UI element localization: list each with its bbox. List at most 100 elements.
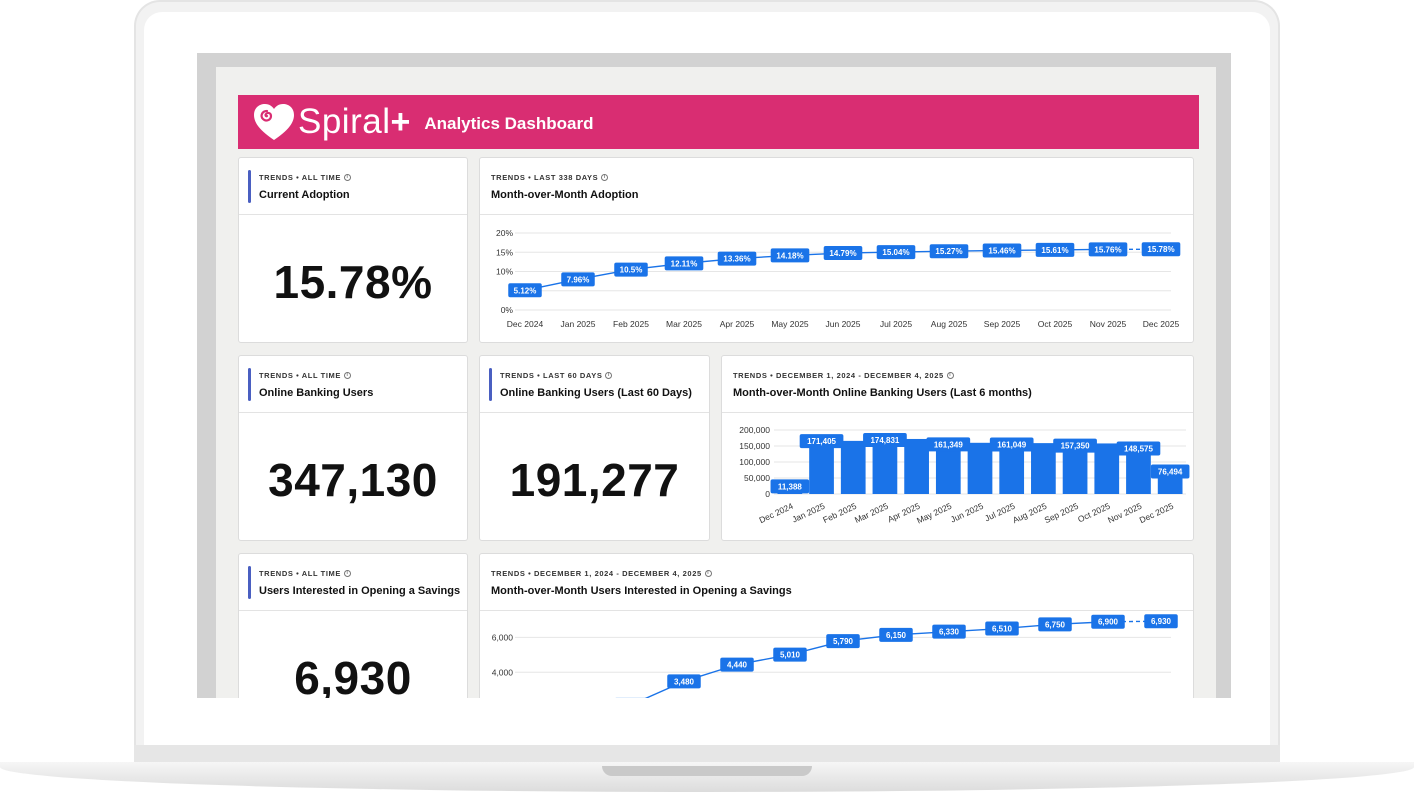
y-tick-label: 15% bbox=[496, 247, 513, 257]
data-label: 3,480 bbox=[674, 677, 695, 686]
data-label: 6,330 bbox=[939, 628, 960, 637]
y-tick-label: 150,000 bbox=[739, 441, 770, 451]
data-label: 148,575 bbox=[1124, 444, 1153, 453]
data-label-bg bbox=[799, 434, 844, 449]
y-tick-label: 50,000 bbox=[744, 473, 770, 483]
y-tick-label: 4,000 bbox=[492, 667, 514, 677]
x-tick-label: Sep 2025 bbox=[984, 319, 1021, 329]
page-title: Analytics Dashboard bbox=[424, 114, 594, 133]
data-label-bg bbox=[1038, 617, 1072, 632]
data-label: 12.11% bbox=[671, 259, 698, 268]
bar bbox=[872, 438, 898, 494]
y-tick-label: 20% bbox=[496, 228, 513, 238]
info-icon[interactable]: i bbox=[344, 570, 351, 577]
card-title: Online Banking Users bbox=[259, 387, 374, 399]
card-header: TRENDS • LAST 60 DAYS i Online Banking Us… bbox=[480, 356, 709, 413]
x-tick-label: Jan 2025 bbox=[790, 501, 826, 525]
data-label: 15.76% bbox=[1094, 245, 1121, 254]
card-kicker: TRENDS • ALL TIME bbox=[259, 173, 341, 182]
kpi-value: 347,130 bbox=[268, 454, 438, 506]
bar bbox=[840, 440, 866, 494]
data-label: 11,388 bbox=[778, 482, 803, 491]
kpi-value: 15.78% bbox=[273, 256, 433, 308]
accent-bar bbox=[489, 368, 492, 401]
card-kicker: TRENDS • DECEMBER 1, 2024 - DECEMBER 4, … bbox=[733, 371, 944, 380]
x-tick-label: Jan 2025 bbox=[561, 319, 596, 329]
card-kicker: TRENDS • LAST 338 DAYS bbox=[491, 173, 599, 182]
data-label: 15.78% bbox=[1147, 245, 1174, 254]
data-label: 6,930 bbox=[1151, 617, 1172, 626]
accent-bar bbox=[248, 566, 251, 599]
laptop-screen: Spiral + Analytics Dashboard TRENDS • AL… bbox=[197, 53, 1231, 698]
current-adoption-card: TRENDS • ALL TIME i Current Adoption 15.7… bbox=[238, 157, 468, 343]
x-tick-label: May 2025 bbox=[771, 319, 809, 329]
data-label-bg bbox=[667, 674, 701, 689]
data-label: 13.36% bbox=[723, 255, 750, 264]
card-header: TRENDS • ALL TIME i Current Adoption bbox=[239, 158, 467, 215]
online-banking-card: TRENDS • ALL TIME i Online Banking Users … bbox=[238, 355, 468, 541]
x-tick-label: Aug 2025 bbox=[1011, 501, 1048, 526]
data-label-bg bbox=[561, 272, 595, 287]
bar bbox=[967, 442, 993, 494]
data-label-bg bbox=[1088, 242, 1128, 257]
card-header: TRENDS • LAST 338 DAYS i Month-over-Month… bbox=[480, 158, 1193, 215]
data-label: 14.18% bbox=[776, 251, 803, 260]
card-title: Month-over-Month Online Banking Users (L… bbox=[733, 387, 1032, 399]
data-label-bg bbox=[863, 433, 907, 448]
info-icon[interactable]: i bbox=[605, 372, 613, 379]
x-tick-label: Feb 2025 bbox=[821, 501, 858, 525]
data-label: 5,790 bbox=[833, 637, 854, 646]
card-header: TRENDS • ALL TIME i Online Banking Users bbox=[239, 356, 467, 413]
mom-online-banking-card: TRENDS • DECEMBER 1, 2024 - DECEMBER 4, … bbox=[721, 355, 1194, 541]
data-label-bg bbox=[1053, 438, 1097, 453]
data-label: 161,349 bbox=[934, 440, 963, 449]
card-kicker: TRENDS • ALL TIME bbox=[259, 371, 341, 380]
bar bbox=[1031, 443, 1056, 494]
data-label: 10.5% bbox=[620, 266, 643, 275]
data-label-bg bbox=[508, 283, 542, 298]
online-banking-bar-chart: 0 50,000 100,000 150,000 200,000 11,388 Dec 20… bbox=[739, 425, 1190, 526]
info-icon[interactable]: i bbox=[344, 174, 351, 181]
mom-savings-card: TRENDS • DECEMBER 1, 2024 - DECEMBER 4, … bbox=[479, 553, 1194, 698]
bar bbox=[1094, 443, 1120, 494]
data-label-bg bbox=[989, 437, 1034, 452]
info-icon[interactable]: i bbox=[344, 372, 351, 379]
x-tick-label: May 2025 bbox=[915, 501, 953, 526]
data-label: 6,510 bbox=[992, 625, 1013, 634]
card-title: Month-over-Month Adoption bbox=[491, 189, 639, 201]
x-tick-label: Aug 2025 bbox=[931, 319, 968, 329]
data-label-bg bbox=[1035, 242, 1075, 257]
kpi-value: 191,277 bbox=[509, 454, 680, 506]
info-icon[interactable]: i bbox=[601, 174, 609, 181]
x-tick-label: Jun 2025 bbox=[826, 319, 861, 329]
y-tick-label: 0 bbox=[765, 489, 770, 499]
x-tick-label: Dec 2024 bbox=[507, 319, 544, 329]
card-title: Month-over-Month Users Interested in Ope… bbox=[491, 585, 792, 597]
y-tick-label: 200,000 bbox=[739, 425, 770, 435]
laptop-hinge bbox=[134, 745, 1280, 767]
data-label: 15.04% bbox=[882, 248, 909, 257]
data-label: 5,010 bbox=[780, 651, 801, 660]
data-label-bg bbox=[1144, 614, 1178, 629]
card-kicker: TRENDS • ALL TIME bbox=[259, 569, 341, 578]
data-label-bg bbox=[773, 647, 807, 662]
info-icon[interactable]: i bbox=[946, 372, 954, 379]
data-label: 161,049 bbox=[997, 440, 1026, 449]
data-label-bg bbox=[717, 251, 757, 266]
data-label: 6,750 bbox=[1045, 620, 1066, 629]
data-label-bg bbox=[982, 243, 1022, 258]
card-kicker: TRENDS • DECEMBER 1, 2024 - DECEMBER 4, … bbox=[491, 569, 702, 578]
brand-plus: + bbox=[390, 102, 411, 141]
x-tick-label: Dec 2025 bbox=[1143, 319, 1180, 329]
mom-adoption-card: TRENDS • LAST 338 DAYS i Month-over-Month… bbox=[479, 157, 1194, 343]
card-title: Current Adoption bbox=[259, 189, 350, 201]
data-label-bg bbox=[985, 621, 1019, 636]
x-tick-label: Nov 2025 bbox=[1106, 501, 1143, 526]
info-icon[interactable]: i bbox=[704, 570, 712, 577]
card-title: Users Interested in Opening a Savings bbox=[259, 585, 461, 597]
data-label: 171,405 bbox=[807, 437, 836, 446]
savings-interest-card: TRENDS • ALL TIME i Users Interested in O… bbox=[238, 553, 468, 698]
card-header: TRENDS • ALL TIME i Users Interested in O… bbox=[239, 554, 467, 611]
data-label-bg bbox=[823, 246, 863, 261]
